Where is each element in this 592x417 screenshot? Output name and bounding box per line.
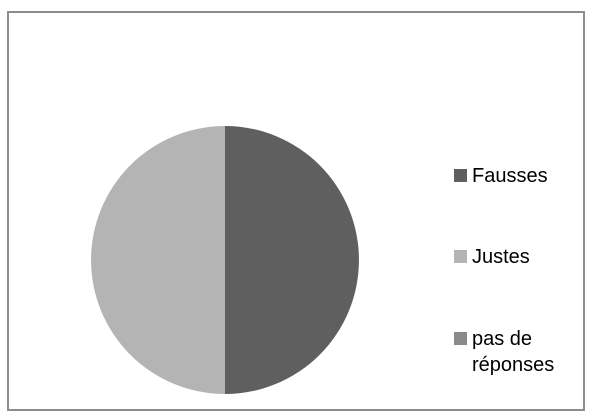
legend-item-pas-de-reponses: pas de réponses — [454, 326, 582, 378]
legend-label-fausses: Fausses — [472, 165, 548, 187]
legend-label-justes: Justes — [472, 246, 530, 268]
pie-slice-fausses — [225, 126, 359, 394]
legend-swatch-fausses — [454, 169, 467, 182]
pie-chart — [91, 126, 359, 394]
pie-slice-justes — [91, 126, 225, 394]
legend-label-pas-de-reponses: pas de réponses — [472, 328, 555, 376]
legend-swatch-pas-de-reponses — [454, 332, 467, 345]
chart-area: Fausses Justes pas de réponses — [7, 11, 585, 411]
legend-swatch-justes — [454, 250, 467, 263]
legend-item-fausses: Fausses — [454, 163, 582, 189]
legend-item-justes: Justes — [454, 244, 582, 270]
